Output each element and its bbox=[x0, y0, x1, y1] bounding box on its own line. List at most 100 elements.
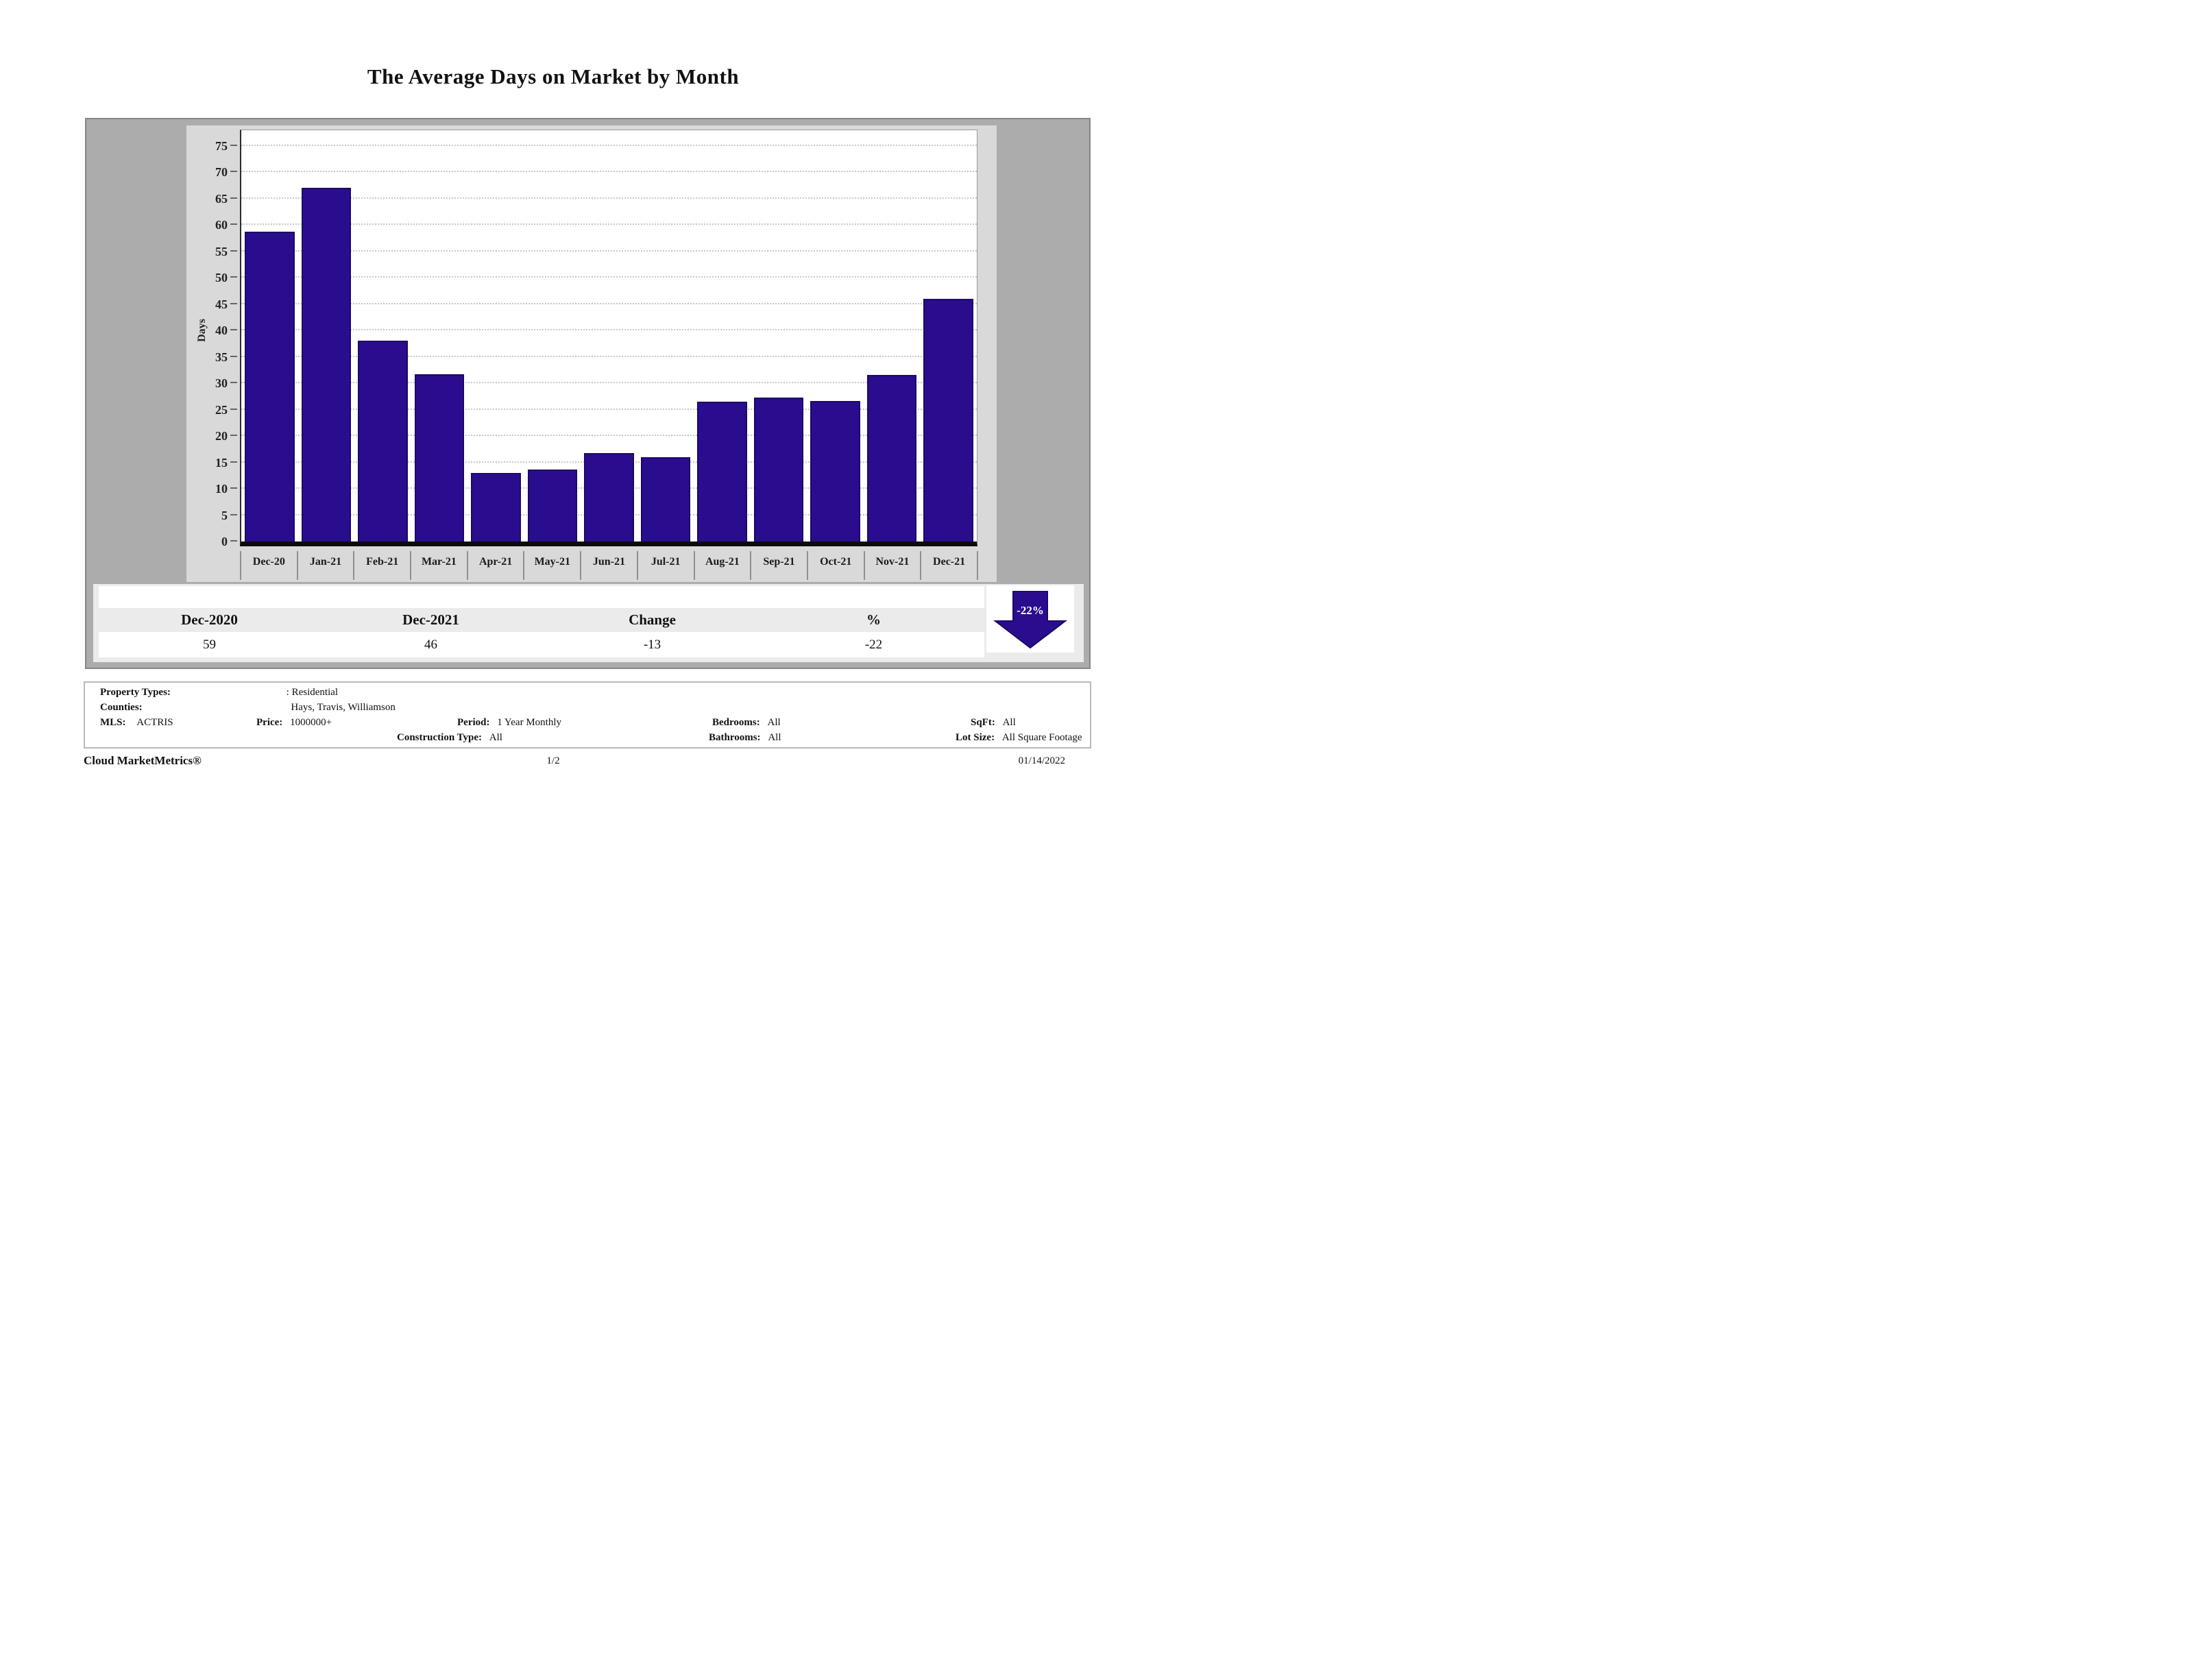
trend-arrow-box: -22% bbox=[986, 585, 1074, 653]
filter-value: All bbox=[767, 717, 781, 728]
bar-Nov-21 bbox=[866, 375, 917, 542]
trend-arrow-label: -22% bbox=[1017, 604, 1044, 617]
bar-column-Aug-21 bbox=[694, 130, 751, 542]
bar-column-Jan-21 bbox=[298, 130, 355, 542]
y-tick-label: 70 bbox=[215, 165, 228, 179]
y-tick-mark bbox=[230, 382, 237, 383]
y-tick-label: 5 bbox=[221, 508, 228, 522]
y-tick-mark bbox=[230, 513, 237, 515]
filter-label: Construction Type: bbox=[397, 732, 483, 743]
y-tick-mark bbox=[230, 302, 237, 304]
footer-date: 01/14/2022 bbox=[1018, 755, 1065, 766]
filter-value: : Residential bbox=[286, 687, 339, 698]
gridline bbox=[241, 435, 977, 436]
filter-bedrooms: Bedrooms: All bbox=[712, 717, 781, 729]
y-tick-mark bbox=[230, 197, 237, 199]
x-tick-label: Jun-21 bbox=[580, 551, 637, 580]
bar-column-Dec-21 bbox=[920, 130, 977, 542]
bar-column-Apr-21 bbox=[467, 130, 524, 542]
summary-band: Dec-2020 Dec-2021 Change% 59 46 -13 -22 -22% bbox=[93, 584, 1084, 662]
bar-May-21 bbox=[527, 470, 578, 542]
filter-label: SqFt: bbox=[971, 717, 995, 728]
filter-period: Period: 1 Year Monthly bbox=[457, 717, 561, 729]
bar-Dec-21 bbox=[923, 298, 973, 542]
x-tick-label: Apr-21 bbox=[466, 551, 524, 580]
gridline bbox=[241, 197, 977, 199]
filter-label: Property Types: bbox=[100, 687, 171, 698]
bar-Aug-21 bbox=[697, 401, 747, 542]
filter-label: Counties: bbox=[100, 702, 143, 713]
filter-counties: Counties: Hays, Travis, Williamson bbox=[100, 702, 396, 714]
summary-value-cell: 59 bbox=[203, 637, 216, 652]
filters-info-box: Property Types: : Residential Counties: … bbox=[84, 681, 1091, 749]
y-tick-label: 55 bbox=[215, 244, 228, 258]
gridline bbox=[241, 408, 977, 410]
bar-Oct-21 bbox=[810, 401, 860, 542]
filter-value: All bbox=[1002, 717, 1016, 728]
filter-bathrooms: Bathrooms: All bbox=[709, 732, 781, 744]
filter-sqft: SqFt: All bbox=[971, 717, 1016, 729]
y-tick-label: 15 bbox=[215, 455, 228, 470]
bar-Jun-21 bbox=[584, 453, 634, 542]
chart-outer-panel: Days 75 70 65 60 55 50 45 40 35 30 25 20 15 10 5 0 Dec-… bbox=[85, 118, 1091, 669]
summary-header-cell: Dec-2021 bbox=[402, 611, 459, 628]
down-arrow-icon: -22% bbox=[993, 591, 1067, 649]
filter-label: Bedrooms: bbox=[712, 717, 760, 728]
summary-table: Dec-2020 Dec-2021 Change% 59 46 -13 -22 bbox=[99, 586, 984, 660]
filter-value: All bbox=[489, 732, 502, 743]
bar-column-Jun-21 bbox=[581, 130, 637, 542]
y-tick-label: 25 bbox=[215, 402, 228, 417]
summary-header-row: Dec-2020 Dec-2021 Change% bbox=[99, 608, 984, 632]
gridline bbox=[241, 355, 977, 357]
summary-value-cell: 46 bbox=[424, 637, 437, 652]
y-tick-label: 50 bbox=[215, 271, 228, 284]
bar-Mar-21 bbox=[414, 374, 465, 542]
gridline bbox=[241, 171, 977, 172]
y-axis-ticks: 75 70 65 60 55 50 45 40 35 30 25 20 15 10 5 0 bbox=[203, 130, 237, 548]
x-tick-label: Sep-21 bbox=[750, 551, 807, 580]
gridline bbox=[241, 276, 977, 278]
y-tick-label: 60 bbox=[215, 218, 228, 232]
filter-label: MLS: bbox=[100, 717, 126, 728]
footer-brand: Cloud MarketMetrics® bbox=[84, 754, 202, 767]
chart-panel: Days 75 70 65 60 55 50 45 40 35 30 25 20 15 10 5 0 Dec-… bbox=[186, 125, 997, 582]
gridline bbox=[241, 144, 977, 146]
filter-value: Hays, Travis, Williamson bbox=[291, 702, 396, 713]
y-tick-label: 40 bbox=[215, 324, 228, 337]
y-tick-mark bbox=[230, 144, 237, 146]
plot-area bbox=[240, 130, 977, 546]
bar-column-Jul-21 bbox=[637, 130, 694, 542]
x-tick-label: Feb-21 bbox=[353, 551, 410, 580]
x-tick-label: Mar-21 bbox=[410, 551, 467, 580]
x-tick-label: Nov-21 bbox=[863, 551, 921, 580]
bar-Jan-21 bbox=[301, 188, 352, 542]
summary-value-cell: -22 bbox=[864, 637, 883, 652]
bar-Dec-20 bbox=[245, 232, 295, 542]
filter-value: All bbox=[768, 732, 781, 743]
bar-Feb-21 bbox=[358, 341, 408, 542]
x-tick-label: Jan-21 bbox=[296, 551, 354, 580]
y-tick-mark bbox=[230, 435, 237, 436]
y-tick-mark bbox=[230, 276, 237, 278]
y-tick-mark bbox=[230, 171, 237, 172]
filter-mls: MLS: ACTRIS bbox=[100, 717, 173, 729]
bar-column-Oct-21 bbox=[807, 130, 864, 542]
filter-label: Lot Size: bbox=[956, 732, 995, 743]
bar-column-Dec-20 bbox=[241, 130, 298, 542]
gridline bbox=[241, 223, 977, 225]
filter-value: All Square Footage bbox=[1001, 732, 1082, 743]
gridline bbox=[241, 302, 977, 304]
filter-label: Price: bbox=[256, 717, 283, 728]
filter-value: 1000000+ bbox=[290, 717, 332, 728]
bar-column-May-21 bbox=[524, 130, 581, 542]
y-tick-mark bbox=[230, 540, 237, 542]
gridline bbox=[241, 250, 977, 252]
bar-Apr-21 bbox=[471, 472, 521, 542]
y-tick-label: 30 bbox=[215, 376, 228, 390]
y-tick-label: 75 bbox=[215, 138, 228, 153]
summary-header-cell: % bbox=[866, 611, 881, 628]
y-tick-mark bbox=[230, 223, 237, 225]
filter-price: Price: 1000000+ bbox=[256, 717, 332, 729]
x-tick-label: Jul-21 bbox=[636, 551, 694, 580]
filter-label: Period: bbox=[457, 717, 490, 728]
